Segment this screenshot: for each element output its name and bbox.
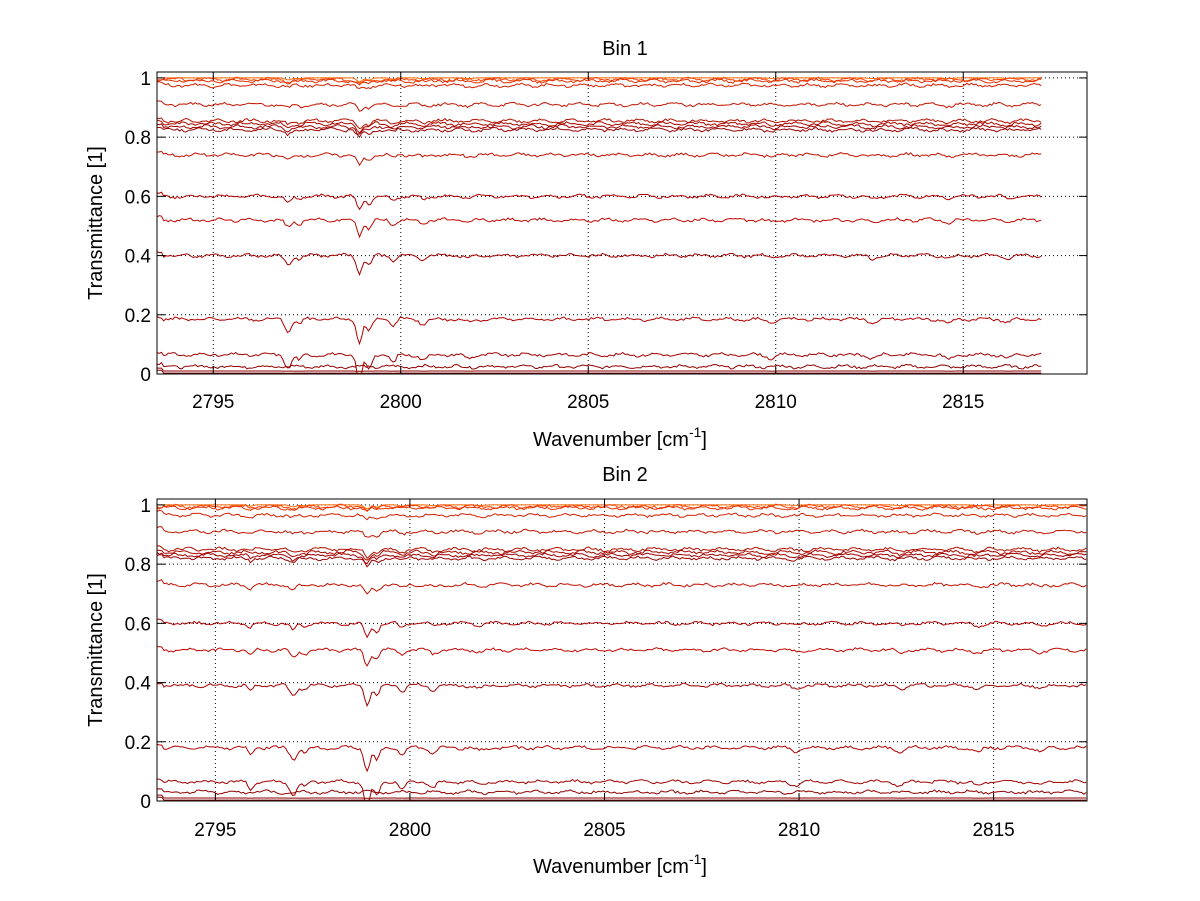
series-line-2 bbox=[156, 76, 1042, 84]
series-line-18 bbox=[157, 796, 1087, 801]
y-tick-label: 0 bbox=[140, 365, 151, 386]
y-axis-label: Transmittance [1] bbox=[85, 146, 107, 300]
y-tick-label: 0.4 bbox=[125, 674, 152, 695]
x-tick-label: 2815 bbox=[942, 392, 984, 413]
series-line-3 bbox=[156, 78, 1042, 86]
x-tick-label: 2810 bbox=[778, 820, 820, 841]
x-tick-label: 2795 bbox=[192, 392, 234, 413]
series-line-12 bbox=[156, 645, 1087, 667]
series-line-12 bbox=[156, 215, 1042, 239]
series-line-4 bbox=[156, 509, 1087, 521]
series-line-10 bbox=[156, 579, 1087, 595]
series-line-5 bbox=[156, 526, 1087, 538]
series-line-11 bbox=[156, 191, 1042, 211]
y-tick-label: 0.6 bbox=[125, 187, 151, 208]
series-line-14 bbox=[156, 744, 1087, 773]
series-line-2 bbox=[156, 503, 1087, 513]
y-tick-label: 1 bbox=[140, 496, 151, 517]
series-line-7 bbox=[156, 119, 1042, 134]
series-line-6 bbox=[156, 117, 1042, 130]
y-tick-label: 0.8 bbox=[125, 555, 151, 576]
y-tick-label: 0 bbox=[140, 792, 151, 813]
series-line-1 bbox=[157, 504, 1087, 510]
x-tick-label: 2810 bbox=[755, 392, 797, 413]
series-line-1 bbox=[157, 77, 1042, 83]
series-line-6 bbox=[156, 545, 1087, 559]
series-line-15 bbox=[157, 778, 1087, 802]
chart-panel-2: 2795 2800 2805 2810 2815 0 0.2 0.4 0.6 0.8 1 Bin 2 W… bbox=[85, 464, 1088, 878]
x-axis-label: Wavenumber [cm-1] bbox=[533, 851, 707, 878]
series-line-9 bbox=[156, 554, 1087, 568]
series-line-9 bbox=[157, 126, 1042, 138]
x-tick-label: 2800 bbox=[389, 820, 431, 841]
y-tick-label: 0.2 bbox=[125, 733, 151, 754]
chart-title: Bin 1 bbox=[602, 38, 648, 60]
series-line-15 bbox=[156, 351, 1042, 375]
x-tick-label: 2805 bbox=[567, 392, 609, 413]
y-tick-label: 0.6 bbox=[125, 614, 151, 635]
series-line-5 bbox=[157, 100, 1042, 112]
series-line-8 bbox=[156, 551, 1087, 565]
series-line-3 bbox=[156, 504, 1087, 512]
y-tick-label: 0.4 bbox=[125, 247, 152, 268]
x-tick-label: 2805 bbox=[583, 820, 625, 841]
y-tick-label: 1 bbox=[140, 69, 151, 90]
series-line-10 bbox=[157, 150, 1042, 166]
y-tick-label: 0.8 bbox=[125, 128, 151, 149]
series-line-18 bbox=[157, 369, 1042, 374]
series-line-8 bbox=[156, 123, 1042, 135]
series-line-17 bbox=[157, 367, 1042, 372]
series-line-17 bbox=[157, 794, 1087, 799]
axes-frame bbox=[156, 71, 1088, 375]
chart-panel-1: 2795 2800 2805 2810 2815 0 0.2 0.4 0.6 0.8 1 Bin 1 W… bbox=[85, 38, 1088, 451]
series-line-13 bbox=[156, 682, 1087, 708]
chart-title: Bin 2 bbox=[602, 464, 648, 486]
series-line-11 bbox=[156, 618, 1087, 639]
series-line-13 bbox=[156, 250, 1042, 276]
series-line-16 bbox=[156, 361, 1042, 370]
x-tick-label: 2795 bbox=[194, 820, 236, 841]
series-line-14 bbox=[156, 316, 1042, 346]
x-axis-label: Wavenumber [cm-1] bbox=[533, 424, 707, 451]
series-line-16 bbox=[156, 788, 1087, 796]
series-line-7 bbox=[156, 549, 1087, 561]
axes-frame bbox=[156, 498, 1088, 802]
y-axis-label: Transmittance [1] bbox=[85, 573, 107, 727]
x-tick-label: 2800 bbox=[380, 392, 422, 413]
y-tick-label: 0.2 bbox=[125, 306, 151, 327]
x-tick-label: 2815 bbox=[972, 820, 1014, 841]
series-line-4 bbox=[156, 81, 1042, 90]
